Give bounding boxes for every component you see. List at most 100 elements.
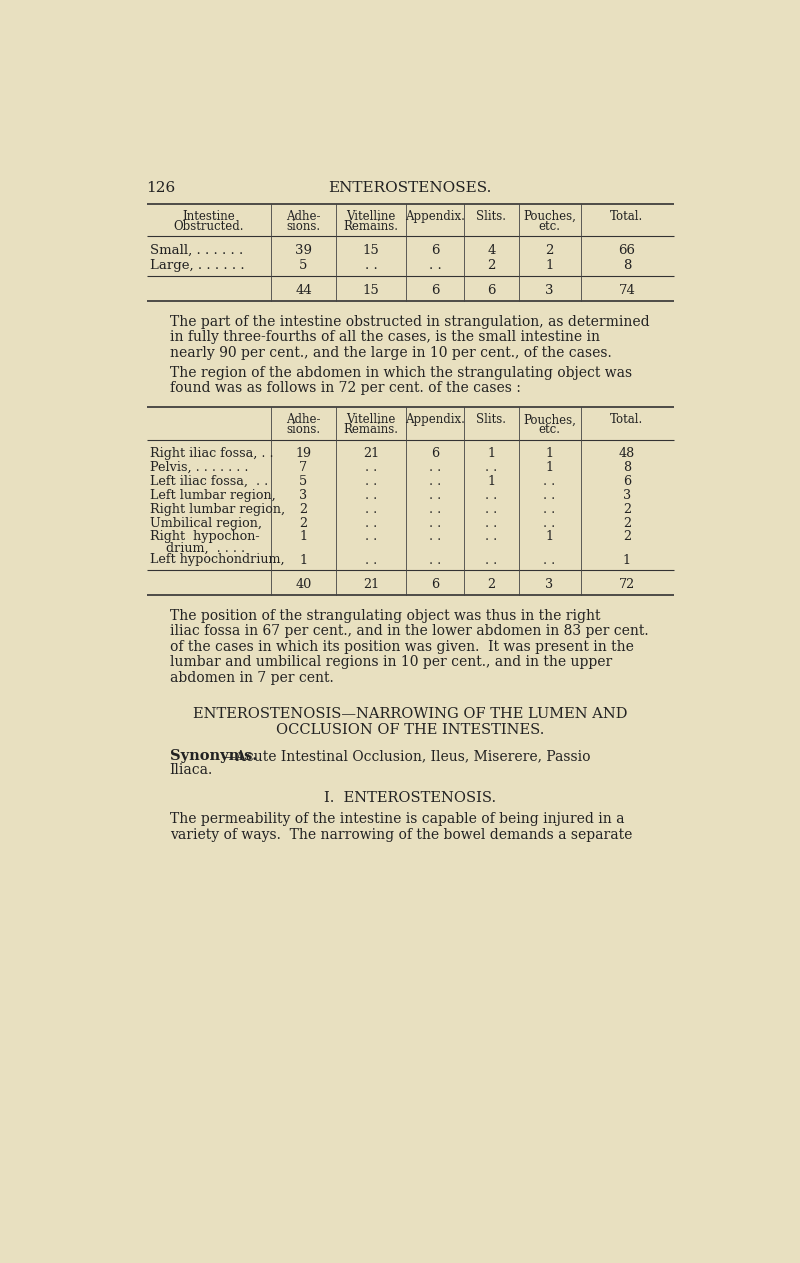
Text: Pouches,: Pouches, bbox=[523, 210, 576, 224]
Text: Right iliac fossa, . .: Right iliac fossa, . . bbox=[150, 447, 274, 460]
Text: Obstructed.: Obstructed. bbox=[174, 220, 244, 234]
Text: abdomen in 7 per cent.: abdomen in 7 per cent. bbox=[170, 671, 334, 685]
Text: Remains.: Remains. bbox=[344, 423, 398, 437]
Text: variety of ways.  The narrowing of the bowel demands a separate: variety of ways. The narrowing of the bo… bbox=[170, 827, 632, 841]
Text: 6: 6 bbox=[431, 244, 439, 256]
Text: . .: . . bbox=[365, 489, 378, 501]
Text: 1: 1 bbox=[623, 553, 631, 567]
Text: 2: 2 bbox=[623, 503, 631, 515]
Text: 1: 1 bbox=[299, 530, 307, 543]
Text: 1: 1 bbox=[546, 461, 554, 474]
Text: 2: 2 bbox=[299, 503, 307, 515]
Text: 66: 66 bbox=[618, 244, 635, 256]
Text: etc.: etc. bbox=[538, 220, 561, 234]
Text: . .: . . bbox=[543, 489, 556, 501]
Text: Left hypochondrium,: Left hypochondrium, bbox=[150, 553, 285, 567]
Text: nearly 90 per cent., and the large in 10 per cent., of the cases.: nearly 90 per cent., and the large in 10… bbox=[170, 346, 611, 360]
Text: 2: 2 bbox=[623, 517, 631, 529]
Text: The part of the intestine obstructed in strangulation, as determined: The part of the intestine obstructed in … bbox=[170, 314, 650, 328]
Text: 1: 1 bbox=[299, 553, 307, 567]
Text: Synonyms.: Synonyms. bbox=[170, 749, 257, 763]
Text: . .: . . bbox=[543, 553, 556, 567]
Text: 44: 44 bbox=[295, 284, 312, 297]
Text: . .: . . bbox=[365, 475, 378, 488]
Text: Left lumbar region,: Left lumbar region, bbox=[150, 489, 276, 501]
Text: The region of the abdomen in which the strangulating object was: The region of the abdomen in which the s… bbox=[170, 365, 632, 380]
Text: 2: 2 bbox=[299, 517, 307, 529]
Text: Right  hypochon-: Right hypochon- bbox=[150, 530, 260, 543]
Text: . .: . . bbox=[429, 503, 442, 515]
Text: 6: 6 bbox=[431, 447, 439, 460]
Text: 6: 6 bbox=[623, 475, 631, 488]
Text: 1: 1 bbox=[546, 259, 554, 273]
Text: . .: . . bbox=[429, 489, 442, 501]
Text: 6: 6 bbox=[431, 284, 439, 297]
Text: Pouches,: Pouches, bbox=[523, 413, 576, 427]
Text: etc.: etc. bbox=[538, 423, 561, 437]
Text: ENTEROSTENOSIS—NARROWING OF THE LUMEN AND: ENTEROSTENOSIS—NARROWING OF THE LUMEN AN… bbox=[193, 707, 627, 721]
Text: —Acute Intestinal Occlusion, Ileus, Miserere, Passio: —Acute Intestinal Occlusion, Ileus, Mise… bbox=[222, 749, 591, 763]
Text: . .: . . bbox=[429, 530, 442, 543]
Text: Large, . . . . . .: Large, . . . . . . bbox=[150, 259, 245, 273]
Text: . .: . . bbox=[429, 259, 442, 273]
Text: lumbar and umbilical regions in 10 per cent., and in the upper: lumbar and umbilical regions in 10 per c… bbox=[170, 655, 612, 669]
Text: I.  ENTEROSTENOSIS.: I. ENTEROSTENOSIS. bbox=[324, 791, 496, 805]
Text: Appendix.: Appendix. bbox=[406, 413, 465, 427]
Text: . .: . . bbox=[365, 553, 378, 567]
Text: 74: 74 bbox=[618, 284, 635, 297]
Text: . .: . . bbox=[486, 517, 498, 529]
Text: . .: . . bbox=[429, 461, 442, 474]
Text: . .: . . bbox=[543, 517, 556, 529]
Text: . .: . . bbox=[429, 553, 442, 567]
Text: . .: . . bbox=[486, 489, 498, 501]
Text: . .: . . bbox=[365, 259, 378, 273]
Text: 3: 3 bbox=[623, 489, 631, 501]
Text: 1: 1 bbox=[487, 475, 495, 488]
Text: Remains.: Remains. bbox=[344, 220, 398, 234]
Text: 2: 2 bbox=[623, 530, 631, 543]
Text: drium,  . . . .: drium, . . . . bbox=[150, 542, 246, 554]
Text: 72: 72 bbox=[619, 578, 635, 591]
Text: Intestine: Intestine bbox=[182, 210, 235, 224]
Text: of the cases in which its position was given.  It was present in the: of the cases in which its position was g… bbox=[170, 640, 634, 654]
Text: sions.: sions. bbox=[286, 423, 321, 437]
Text: . .: . . bbox=[486, 503, 498, 515]
Text: 2: 2 bbox=[487, 578, 495, 591]
Text: Total.: Total. bbox=[610, 210, 644, 224]
Text: ENTEROSTENOSES.: ENTEROSTENOSES. bbox=[328, 181, 492, 195]
Text: Vitelline: Vitelline bbox=[346, 210, 396, 224]
Text: Slits.: Slits. bbox=[476, 413, 506, 427]
Text: 15: 15 bbox=[363, 284, 380, 297]
Text: 8: 8 bbox=[623, 259, 631, 273]
Text: Iliaca.: Iliaca. bbox=[170, 763, 213, 777]
Text: 3: 3 bbox=[299, 489, 307, 501]
Text: . .: . . bbox=[429, 475, 442, 488]
Text: 3: 3 bbox=[546, 578, 554, 591]
Text: 1: 1 bbox=[546, 530, 554, 543]
Text: 15: 15 bbox=[363, 244, 380, 256]
Text: 48: 48 bbox=[619, 447, 635, 460]
Text: . .: . . bbox=[543, 475, 556, 488]
Text: . .: . . bbox=[365, 461, 378, 474]
Text: in fully three-fourths of all the cases, is the small intestine in: in fully three-fourths of all the cases,… bbox=[170, 330, 600, 345]
Text: 19: 19 bbox=[295, 447, 311, 460]
Text: 39: 39 bbox=[295, 244, 312, 256]
Text: . .: . . bbox=[543, 503, 556, 515]
Text: . .: . . bbox=[486, 530, 498, 543]
Text: Adhe-: Adhe- bbox=[286, 413, 321, 427]
Text: 126: 126 bbox=[146, 181, 176, 195]
Text: 21: 21 bbox=[363, 447, 379, 460]
Text: 1: 1 bbox=[487, 447, 495, 460]
Text: 5: 5 bbox=[299, 259, 308, 273]
Text: . .: . . bbox=[365, 530, 378, 543]
Text: 3: 3 bbox=[546, 284, 554, 297]
Text: 2: 2 bbox=[487, 259, 495, 273]
Text: Adhe-: Adhe- bbox=[286, 210, 321, 224]
Text: 2: 2 bbox=[546, 244, 554, 256]
Text: 4: 4 bbox=[487, 244, 495, 256]
Text: 40: 40 bbox=[295, 578, 311, 591]
Text: OCCLUSION OF THE INTESTINES.: OCCLUSION OF THE INTESTINES. bbox=[276, 722, 544, 736]
Text: . .: . . bbox=[365, 503, 378, 515]
Text: 6: 6 bbox=[431, 578, 439, 591]
Text: 7: 7 bbox=[299, 461, 307, 474]
